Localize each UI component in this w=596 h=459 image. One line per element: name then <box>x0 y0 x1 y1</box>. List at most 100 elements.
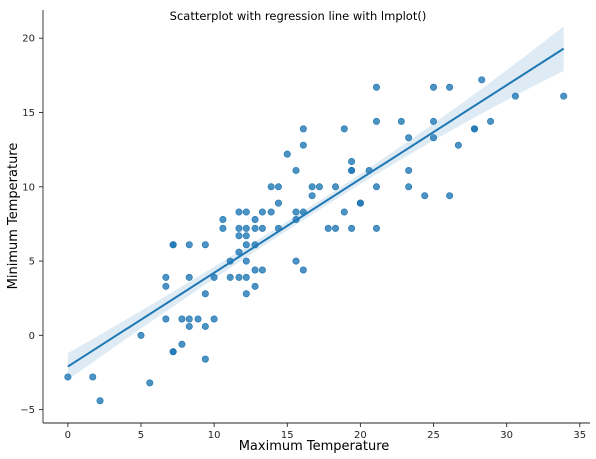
data-point <box>242 224 250 232</box>
data-point <box>194 315 202 323</box>
data-point <box>274 199 282 207</box>
data-point <box>478 76 486 84</box>
data-point <box>169 241 177 249</box>
data-point <box>235 232 243 240</box>
data-point <box>292 166 300 174</box>
data-point <box>251 224 259 232</box>
data-point <box>201 322 209 330</box>
data-point <box>242 290 250 298</box>
data-point <box>446 192 454 200</box>
data-point <box>308 183 316 191</box>
data-point <box>348 224 356 232</box>
data-point <box>89 373 97 381</box>
chart-title: Scatterplot with regression line with lm… <box>170 9 427 23</box>
data-point <box>511 92 519 100</box>
data-point <box>64 373 72 381</box>
y-tick-label: 20 <box>22 34 35 45</box>
data-point <box>324 224 332 232</box>
data-point <box>372 183 380 191</box>
x-axis-label: Maximum Temperature <box>239 439 390 454</box>
data-point <box>356 199 364 207</box>
data-point <box>405 183 413 191</box>
data-point <box>560 92 568 100</box>
data-point <box>315 183 323 191</box>
data-point <box>258 266 266 274</box>
data-point <box>405 166 413 174</box>
data-point <box>446 83 454 91</box>
data-point <box>430 83 438 91</box>
x-tick-label: 15 <box>281 430 294 441</box>
y-tick-label: 10 <box>22 182 35 193</box>
data-point <box>267 183 275 191</box>
x-tick-label: 30 <box>500 430 513 441</box>
data-point <box>372 83 380 91</box>
data-point <box>242 232 250 240</box>
data-points-layer <box>64 76 568 405</box>
data-point <box>454 141 462 149</box>
x-tick-label: 0 <box>65 430 71 441</box>
data-point <box>185 241 193 249</box>
data-point <box>96 397 104 405</box>
data-point <box>169 348 177 356</box>
data-point <box>299 125 307 133</box>
regression-line <box>67 47 565 368</box>
data-point <box>340 208 348 216</box>
data-point <box>372 224 380 232</box>
data-point <box>235 208 243 216</box>
data-point <box>178 315 186 323</box>
data-point <box>162 315 170 323</box>
data-point <box>201 241 209 249</box>
data-point <box>348 158 356 166</box>
data-point <box>201 355 209 363</box>
y-tick-label: −5 <box>20 405 35 416</box>
data-point <box>397 117 405 125</box>
data-point <box>210 273 218 281</box>
y-tick-label: 5 <box>29 257 35 268</box>
data-point <box>487 117 495 125</box>
data-point <box>283 150 291 158</box>
data-point <box>292 208 300 216</box>
data-point <box>235 224 243 232</box>
data-point <box>274 183 282 191</box>
x-tick-label: 35 <box>573 430 586 441</box>
data-point <box>242 241 250 249</box>
data-point <box>137 331 145 339</box>
data-point <box>185 315 193 323</box>
data-point <box>210 315 218 323</box>
confidence-band-layer <box>67 26 564 380</box>
data-point <box>185 322 193 330</box>
data-point <box>421 192 429 200</box>
data-point <box>219 224 227 232</box>
regression-line-layer <box>67 47 565 368</box>
x-axis-ticks: 0 5 10 15 20 25 30 35 <box>65 423 586 441</box>
data-point <box>178 340 186 348</box>
data-point <box>348 166 356 174</box>
data-point <box>251 266 259 274</box>
data-point <box>226 273 234 281</box>
y-tick-label: 15 <box>22 108 35 119</box>
data-point <box>470 125 478 133</box>
x-tick-label: 5 <box>138 430 144 441</box>
data-point <box>219 215 227 223</box>
y-tick-label: 0 <box>29 331 35 342</box>
data-point <box>332 183 340 191</box>
data-point <box>308 192 316 200</box>
data-point <box>162 273 170 281</box>
data-point <box>251 215 259 223</box>
data-point <box>372 117 380 125</box>
data-point <box>242 208 250 216</box>
y-axis-label: Minimum Temperature <box>6 143 21 290</box>
data-point <box>299 141 307 149</box>
data-point <box>146 379 154 387</box>
data-point <box>430 117 438 125</box>
x-tick-label: 25 <box>427 430 440 441</box>
data-point <box>185 273 193 281</box>
data-point <box>340 125 348 133</box>
data-point <box>405 134 413 142</box>
data-point <box>332 224 340 232</box>
data-point <box>162 282 170 290</box>
data-point <box>267 208 275 216</box>
confidence-band <box>67 26 564 380</box>
